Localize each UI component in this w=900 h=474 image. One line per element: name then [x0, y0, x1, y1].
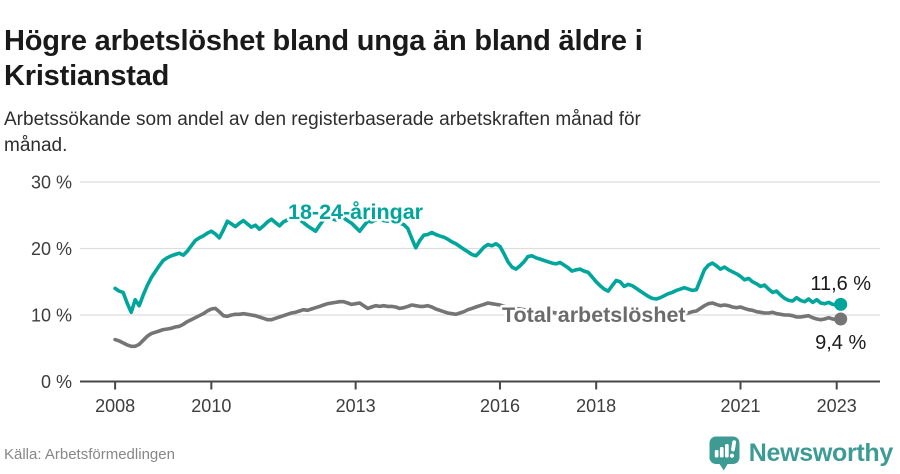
x-tick-label: 2010	[191, 396, 231, 416]
series-line-total	[113, 299, 843, 349]
x-tick-label: 2013	[336, 396, 376, 416]
y-tick-label: 20 %	[31, 239, 72, 259]
series-line-youth	[113, 214, 843, 315]
x-tick-label: 2008	[95, 396, 135, 416]
series-end-dot-total	[834, 312, 848, 326]
source-note: Källa: Arbetsförmedlingen	[4, 446, 175, 463]
x-tick-label: 2016	[480, 396, 520, 416]
page-subtitle: Arbetssökande som andel av den registerb…	[4, 109, 641, 157]
x-tick-label: 2023	[817, 396, 857, 416]
newsworthy-wordmark: Newsworthy	[748, 439, 894, 467]
y-tick-label: 0 %	[41, 372, 72, 392]
series-end-value-total: 9,4 %	[815, 332, 866, 354]
page-title: Högre arbetslöshet bland unga än bland ä…	[4, 25, 643, 92]
newsworthy-brand: Newsworthy	[708, 435, 893, 472]
y-tick-label: 30 %	[31, 173, 72, 193]
x-tick-label: 2018	[576, 396, 616, 416]
series-end-dot-youth	[834, 297, 848, 311]
x-tick-label: 2021	[720, 396, 760, 416]
series-label-total: Total arbetslöshet	[502, 303, 686, 327]
y-tick-label: 10 %	[31, 306, 72, 326]
series-end-value-youth: 11,6 %	[810, 273, 871, 295]
newsworthy-logo-icon	[709, 436, 740, 471]
series-label-youth: 18-24-åringar	[288, 200, 424, 224]
